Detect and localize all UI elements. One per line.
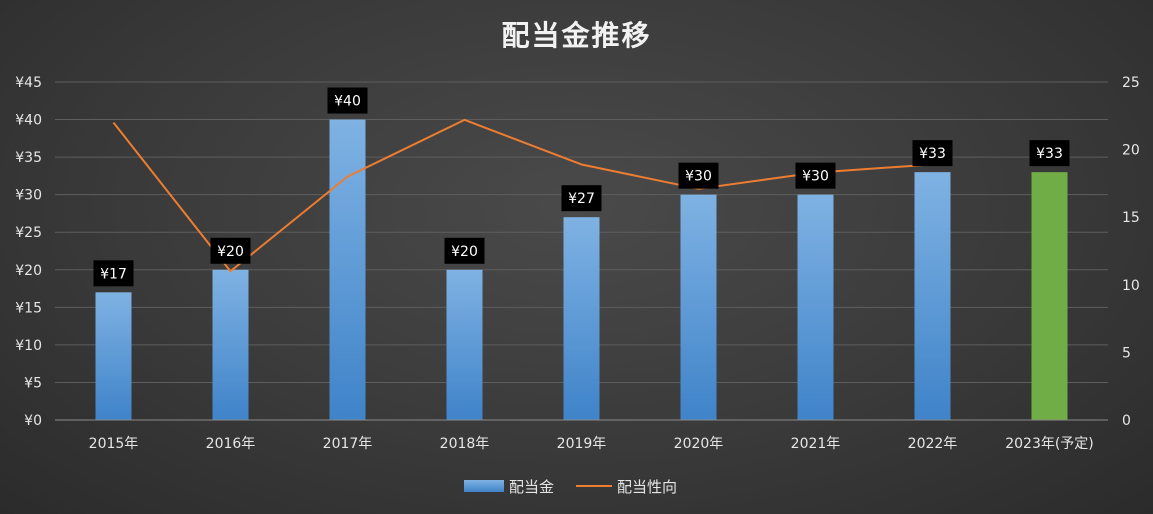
y-left-tick-label: ¥40 [15, 113, 42, 129]
y-left-tick-label: ¥35 [15, 150, 42, 166]
x-tick-label: 2019年 [557, 436, 607, 452]
data-label-box [912, 140, 953, 167]
legend-swatch-bar [464, 480, 504, 492]
data-label-box [678, 162, 719, 189]
bar [329, 119, 366, 421]
bar [446, 269, 483, 420]
data-label: ¥20 [217, 244, 244, 260]
data-label-box [93, 260, 134, 287]
data-label-box [327, 87, 368, 114]
bar [797, 194, 834, 420]
y-right-tick-label: 10 [1122, 278, 1140, 294]
y-right-tick-label: 5 [1122, 345, 1131, 361]
x-tick-label: 2016年 [206, 436, 256, 452]
data-label: ¥17 [100, 266, 127, 282]
x-tick-label: 2021年 [791, 436, 841, 452]
legend-layer: 配当金 配当性向 [464, 478, 677, 496]
bar [1031, 172, 1068, 420]
legend-label-bar: 配当金 [509, 478, 554, 496]
axis-layer: ¥0 ¥5 ¥10 ¥15 ¥20 ¥25 ¥30 ¥35 ¥40 ¥45 0 5 10 15 20 25 20… [15, 75, 1140, 452]
data-label-box [210, 237, 251, 264]
bar-layer [95, 119, 1068, 421]
bar [212, 269, 249, 420]
data-label: ¥33 [1036, 146, 1063, 162]
y-right-tick-label: 0 [1122, 413, 1131, 429]
x-tick-label: 2018年 [440, 436, 490, 452]
data-label: ¥40 [334, 94, 361, 110]
x-tick-label: 2017年 [323, 436, 373, 452]
x-tick-label: 2023年(予定) [1005, 436, 1094, 452]
y-left-tick-label: ¥5 [24, 375, 42, 391]
chart-title: 配当金推移 [501, 19, 652, 52]
data-label-box [444, 237, 485, 264]
label-layer: ¥17 ¥20 ¥40 ¥20 ¥27 ¥30 ¥30 ¥33 ¥33 [93, 87, 1070, 287]
bar [95, 292, 132, 420]
data-label: ¥27 [568, 191, 595, 207]
data-label: ¥20 [451, 244, 478, 260]
bar [563, 217, 600, 420]
y-left-tick-label: ¥20 [15, 263, 42, 279]
x-tick-label: 2015年 [89, 436, 139, 452]
data-label-box [1029, 140, 1070, 167]
data-label: ¥33 [919, 146, 946, 162]
legend-label-line: 配当性向 [617, 478, 677, 496]
y-left-tick-label: ¥30 [15, 188, 42, 204]
data-label: ¥30 [802, 169, 829, 185]
bar [914, 172, 951, 420]
y-left-tick-label: ¥25 [15, 225, 42, 241]
x-tick-label: 2020年 [674, 436, 724, 452]
y-left-tick-label: ¥10 [15, 338, 42, 354]
y-left-tick-label: ¥15 [15, 300, 42, 316]
data-label-box [561, 185, 602, 212]
data-label: ¥30 [685, 169, 712, 185]
data-label-box [795, 162, 836, 189]
y-left-tick-label: ¥0 [24, 413, 42, 429]
y-right-tick-label: 20 [1122, 143, 1140, 159]
bar [680, 194, 717, 420]
y-right-tick-label: 25 [1122, 75, 1140, 91]
y-left-tick-label: ¥45 [15, 75, 42, 91]
y-right-tick-label: 15 [1122, 210, 1140, 226]
x-tick-label: 2022年 [908, 436, 958, 452]
